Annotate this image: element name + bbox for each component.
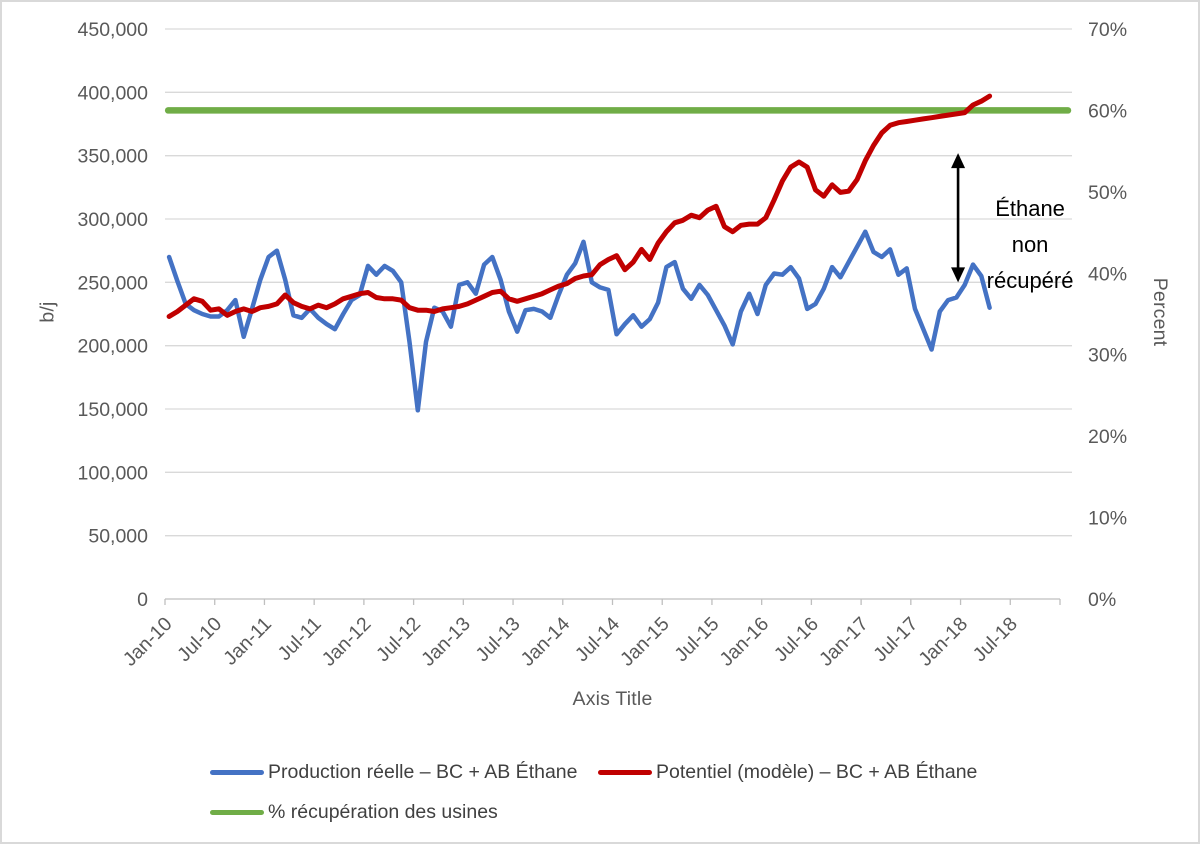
left-tick-label: 150,000 <box>78 399 149 421</box>
legend-item-recuperation-usines: % récupération des usines <box>210 801 498 824</box>
left-tick-labels: 0 50,000 100,000 150,000 200,000 250,000 300,0… <box>78 19 149 611</box>
annotation-text-line: non <box>1012 232 1049 257</box>
left-tick-label: 200,000 <box>78 336 149 358</box>
right-tick-label: 40% <box>1088 263 1127 285</box>
right-tick-label: 20% <box>1088 426 1127 448</box>
left-tick-label: 50,000 <box>88 526 148 548</box>
x-tick-label: Jul-14 <box>571 613 624 666</box>
right-tick-label: 30% <box>1088 345 1127 367</box>
left-tick-label: 350,000 <box>78 146 149 168</box>
right-tick-label: 10% <box>1088 508 1127 530</box>
arrow-up-icon <box>951 153 966 169</box>
left-tick-label: 400,000 <box>78 82 149 104</box>
series-potentiel-modele <box>166 93 993 319</box>
annotation-text-line: Éthane <box>995 196 1065 221</box>
x-tick-label: Jul-10 <box>173 613 226 666</box>
x-tick-label: Jan-14 <box>517 613 575 671</box>
legend-swatch-green <box>210 809 264 816</box>
legend-label: Production réelle – BC + AB Éthane <box>268 761 578 783</box>
x-tick-label: Jul-12 <box>372 613 425 666</box>
x-tick-label: Jan-17 <box>815 613 873 671</box>
x-axis-title: Axis Title <box>572 688 653 710</box>
x-axis <box>164 598 1061 605</box>
right-tick-label: 0% <box>1088 589 1116 611</box>
left-tick-label: 0 <box>137 589 148 611</box>
x-tick-label: Jan-16 <box>715 613 773 671</box>
legend-item-production-reelle: Production réelle – BC + AB Éthane <box>210 761 578 784</box>
x-tick-label: Jul-17 <box>869 613 922 666</box>
legend-item-potentiel-modele: Potentiel (modèle) – BC + AB Éthane <box>598 761 977 784</box>
right-tick-label: 50% <box>1088 182 1127 204</box>
right-tick-labels: 0% 10% 20% 30% 40% 50% 60% 70% <box>1088 19 1127 611</box>
left-axis-title: b/j <box>36 301 59 323</box>
legend-label: Potentiel (modèle) – BC + AB Éthane <box>656 761 978 783</box>
left-tick-label: 450,000 <box>78 19 149 41</box>
x-tick-label: Jul-13 <box>471 613 524 666</box>
x-tick-label: Jul-18 <box>969 613 1022 666</box>
x-tick-label: Jan-12 <box>318 613 376 671</box>
left-tick-label: 250,000 <box>78 272 149 294</box>
annotation-text-line: récupéré <box>987 268 1074 293</box>
legend-label: % récupération des usines <box>268 801 498 823</box>
left-tick-label: 300,000 <box>78 209 149 231</box>
x-tick-label: Jan-11 <box>219 613 276 670</box>
x-tick-label: Jan-10 <box>119 613 177 671</box>
legend-swatch-red <box>598 769 652 776</box>
x-tick-label: Jul-16 <box>770 613 823 666</box>
arrow-down-icon <box>951 267 966 283</box>
right-axis-title: Percent <box>1149 277 1171 347</box>
gridlines <box>165 28 1072 537</box>
x-tick-labels: Jan-10Jul-10Jan-11Jul-11Jan-12Jul-12Jan-… <box>119 613 1022 671</box>
x-tick-label: Jan-15 <box>616 613 674 671</box>
annotation-ethane-non-recupere: Éthane non récupéré <box>951 153 1073 293</box>
legend-swatch-blue <box>210 769 264 776</box>
left-tick-label: 100,000 <box>78 462 149 484</box>
right-tick-label: 70% <box>1088 19 1127 41</box>
x-tick-label: Jul-11 <box>274 613 326 665</box>
x-tick-label: Jul-15 <box>670 613 723 666</box>
series-production-reelle <box>166 229 992 413</box>
right-tick-label: 60% <box>1088 100 1127 122</box>
x-tick-label: Jan-13 <box>417 613 475 671</box>
x-tick-label: Jan-18 <box>914 613 972 671</box>
